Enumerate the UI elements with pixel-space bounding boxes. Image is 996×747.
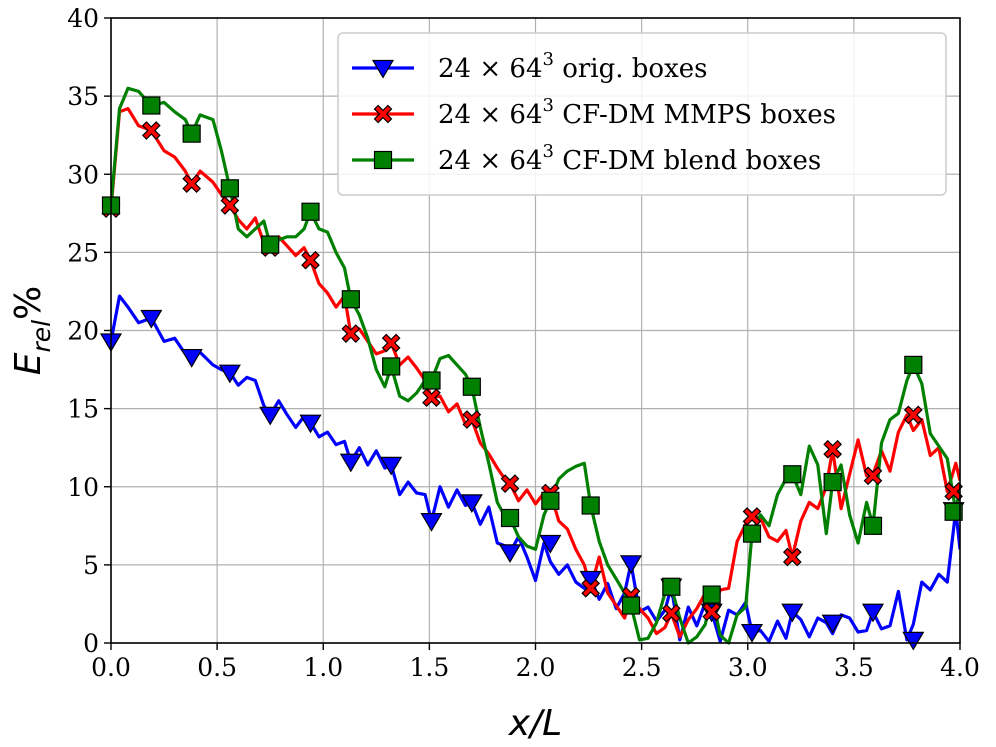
series-2-marker <box>823 472 842 492</box>
y-tick-label: 0 <box>83 629 99 658</box>
legend: 24 × 643 orig. boxes 24 × 643 CF-DM MMPS … <box>337 32 947 196</box>
legend-label-2: 24 × 643 CF-DM blend boxes <box>438 141 821 176</box>
series-2-marker <box>142 96 161 115</box>
series-2-marker <box>863 516 883 535</box>
series-2-marker <box>261 235 280 254</box>
series-1-marker <box>823 439 842 459</box>
series-2-marker <box>382 357 401 376</box>
series-0-marker <box>460 494 483 514</box>
series-1-marker <box>141 121 161 140</box>
legend-marker-1 <box>373 104 393 124</box>
y-tick-label: 5 <box>83 551 99 580</box>
series-2-marker <box>662 577 681 596</box>
series-2-marker <box>462 377 481 396</box>
series-0-marker <box>740 623 764 643</box>
series-2-marker <box>301 202 320 221</box>
series-0-marker <box>380 456 403 476</box>
series-1-marker <box>581 578 601 598</box>
legend-box <box>337 32 947 196</box>
series-2-marker <box>182 124 201 143</box>
y-label-main: E <box>8 352 49 375</box>
legend-marker-0 <box>371 59 395 79</box>
series-2-marker <box>944 502 963 521</box>
y-tick-label: 40 <box>67 4 99 33</box>
x-tick-label: 1.0 <box>303 653 343 682</box>
series-2-marker <box>742 524 762 543</box>
x-tick-label: 3.0 <box>728 653 768 682</box>
series-0-marker <box>539 534 562 554</box>
legend-label-1: 24 × 643 CF-DM MMPS boxes <box>438 95 836 130</box>
series-0-marker <box>299 414 322 434</box>
y-tick-label: 25 <box>67 238 99 267</box>
series-0-marker <box>498 544 522 564</box>
series-1-marker <box>903 405 923 425</box>
legend-marker-2 <box>373 150 393 170</box>
y-tick-label: 35 <box>67 82 99 111</box>
x-tick-label: 2.5 <box>622 653 662 682</box>
series-0-marker <box>821 614 844 634</box>
y-tick-label: 30 <box>67 160 99 189</box>
series-0-marker <box>781 603 804 623</box>
series-0-marker <box>259 406 282 426</box>
series-markers <box>99 96 965 651</box>
x-tick-label: 0.5 <box>197 653 237 682</box>
y-label-sub: rel <box>27 320 56 353</box>
series-1-marker <box>863 466 883 486</box>
series-2-marker <box>341 290 360 309</box>
y-axis-label: Erel% <box>8 286 56 376</box>
series-2-marker <box>581 496 600 515</box>
y-tick-label: 10 <box>67 473 99 502</box>
y-label-suffix: % <box>8 286 49 320</box>
series-2-marker <box>220 179 239 198</box>
series-1-marker <box>661 603 681 623</box>
series-0-marker <box>218 364 241 384</box>
y-axis-ticks: 0 5 10 15 20 25 30 35 40 <box>67 4 111 658</box>
series-2-marker <box>422 371 441 390</box>
series-2-marker <box>702 585 721 604</box>
series-2-marker <box>904 355 923 374</box>
x-tick-label: 4.0 <box>940 653 980 682</box>
series-0-marker <box>902 631 925 651</box>
series-0-marker <box>861 603 885 623</box>
series-1-marker <box>944 482 963 501</box>
y-tick-label: 15 <box>67 395 99 424</box>
series-0-marker <box>339 453 362 473</box>
x-axis-ticks: 0.0 0.5 1.0 1.5 2.0 2.5 3.0 3.5 4.0 <box>91 643 980 682</box>
y-tick-label: 20 <box>67 317 99 346</box>
series-1-marker <box>381 333 401 353</box>
x-tick-label: 3.5 <box>834 653 874 682</box>
series-0-marker <box>140 309 163 329</box>
series-2-marker <box>783 465 802 484</box>
series-1-marker <box>462 410 482 429</box>
series-1-marker <box>782 547 802 567</box>
series-2-marker <box>621 596 641 615</box>
series-0-marker <box>420 513 443 532</box>
x-tick-label: 1.5 <box>409 653 449 682</box>
series-1-marker <box>301 250 320 270</box>
series-0-marker <box>619 555 643 574</box>
x-tick-label: 2.0 <box>516 653 556 682</box>
legend-label-0: 24 × 643 orig. boxes <box>438 49 707 84</box>
series-2-marker <box>541 491 560 510</box>
series-0-marker <box>180 348 203 368</box>
series-1-marker <box>500 474 520 493</box>
series-1-marker <box>220 196 240 215</box>
x-tick-label: 0.0 <box>91 653 131 682</box>
series-2-marker <box>500 508 520 528</box>
series-1-marker <box>182 174 202 193</box>
x-axis-label: x/L <box>508 703 563 744</box>
series-1-marker <box>341 324 361 343</box>
